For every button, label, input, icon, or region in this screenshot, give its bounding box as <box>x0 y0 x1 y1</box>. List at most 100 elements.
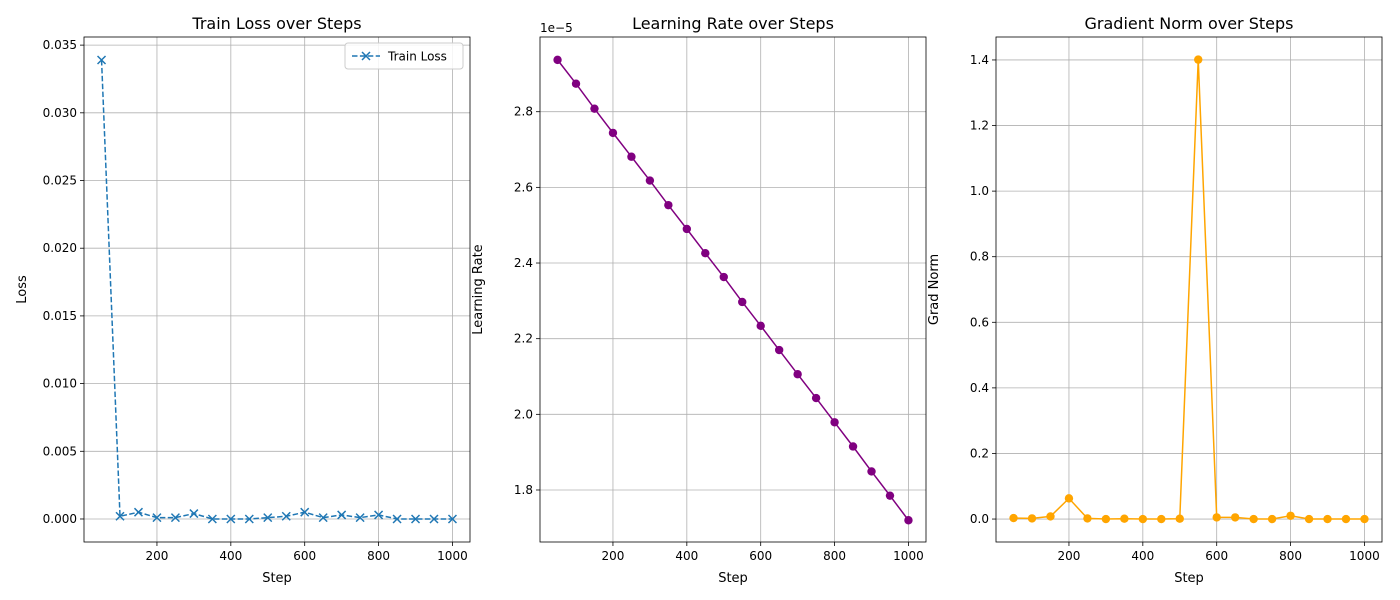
data-point <box>1267 514 1277 524</box>
x-tick-label: 600 <box>749 549 772 563</box>
data-point <box>1304 514 1314 524</box>
x-tick-label: 400 <box>675 549 698 563</box>
y-tick-label: 0.0 <box>970 512 989 526</box>
data-point <box>848 442 858 451</box>
data-point <box>664 200 673 210</box>
chart-title: Train Loss over Steps <box>191 14 361 33</box>
x-tick-label: 1000 <box>437 549 468 563</box>
y-tick-label: 1.2 <box>970 119 989 133</box>
data-point <box>1249 514 1258 524</box>
data-point <box>1286 511 1295 520</box>
y-axis-label: Grad Norm <box>927 254 942 325</box>
data-point <box>608 128 618 138</box>
y-tick-label: 2.6 <box>514 180 533 194</box>
y-tick-label: 1.4 <box>970 53 989 67</box>
y-axis-label: Loss <box>15 275 30 304</box>
data-point-stroke <box>281 511 291 521</box>
data-point <box>207 514 217 524</box>
data-point <box>682 224 692 234</box>
data-point <box>553 55 562 65</box>
x-tick-label: 200 <box>601 549 624 563</box>
chart-panel-1: 200 400 600 800 1000 0.000 0.005 0.010 0.015 0.02… <box>15 14 471 586</box>
y-tick-label: 0.035 <box>43 38 77 52</box>
axes-frame <box>83 36 471 543</box>
legend-marker <box>361 51 371 61</box>
data-point <box>1157 514 1166 524</box>
data-point <box>1083 514 1092 523</box>
y-axis-label: Learning Rate <box>471 244 486 334</box>
axes-frame <box>539 36 927 543</box>
data-point-stroke <box>189 509 199 519</box>
data-point-stroke <box>133 507 144 517</box>
x-tick-label: 1000 <box>893 549 924 563</box>
chart-panel-3: 200 400 600 800 1000 0.0 0.2 0.4 0.6 0.8 1.0 1.2 1.4… <box>927 14 1383 586</box>
data-point-stroke <box>207 514 217 524</box>
data-point-stroke <box>226 514 236 524</box>
legend-box <box>344 42 464 70</box>
y-tick-label: 0.2 <box>970 446 989 460</box>
y-tick-label: 0.015 <box>43 309 77 323</box>
data-point <box>738 297 747 307</box>
chart-title: Gradient Norm over Steps <box>1085 14 1294 33</box>
data-point <box>133 507 144 517</box>
data-point <box>263 513 273 523</box>
data-point <box>1138 514 1148 524</box>
data-point <box>719 272 728 282</box>
y-tick-label: 2.2 <box>514 332 533 346</box>
data-point <box>244 514 254 524</box>
data-point-stroke <box>374 510 384 520</box>
chart-title: Learning Rate over Steps <box>632 14 834 33</box>
series-line <box>556 59 910 521</box>
data-point-stroke <box>318 513 328 523</box>
x-axis-label: Step <box>718 571 748 586</box>
x-tick-label: 1000 <box>1349 549 1380 563</box>
x-tick-label: 800 <box>1279 549 1302 563</box>
y-tick-label: 0.4 <box>970 381 989 395</box>
data-point <box>1064 494 1074 503</box>
data-point <box>429 514 439 524</box>
data-point <box>189 509 199 519</box>
y-tick-label: 0.8 <box>970 250 989 264</box>
y-tick-label: 1.8 <box>514 483 533 497</box>
x-tick-label: 800 <box>367 549 390 563</box>
data-point-stroke <box>170 513 180 523</box>
y-tick-label: 0.020 <box>43 241 77 255</box>
data-point <box>1212 513 1221 522</box>
y-tick-label: 0.6 <box>970 315 989 329</box>
data-point <box>300 507 310 517</box>
data-point <box>97 55 107 65</box>
chart-panel-2: 200 400 600 800 1000 1.8 2.0 2.2 2.4 2.6 2.8 Learni… <box>471 14 927 586</box>
axes-frame <box>995 36 1383 543</box>
data-point <box>1046 512 1055 521</box>
y-tick-label: 0.010 <box>43 377 77 391</box>
data-point <box>701 248 710 258</box>
data-point <box>410 514 421 524</box>
data-point <box>571 79 581 88</box>
y-tick-label: 2.4 <box>514 256 533 270</box>
data-point <box>904 516 913 525</box>
data-point <box>1101 514 1111 524</box>
data-point <box>627 152 636 161</box>
data-point-stroke <box>97 55 107 65</box>
data-point <box>774 345 784 355</box>
data-point <box>1230 513 1240 522</box>
data-point <box>355 513 365 523</box>
data-point <box>793 370 802 379</box>
data-point <box>392 514 402 524</box>
data-point-stroke <box>115 511 125 521</box>
data-point <box>1341 514 1351 524</box>
data-point <box>867 467 876 476</box>
data-point-stroke <box>410 514 421 524</box>
data-point <box>756 321 765 331</box>
data-point-stroke <box>355 513 365 523</box>
data-point-stroke <box>300 507 310 517</box>
data-point-stroke <box>152 513 162 523</box>
data-point-stroke <box>447 514 457 524</box>
data-point <box>830 418 839 427</box>
data-point <box>447 514 457 524</box>
data-point <box>115 511 125 521</box>
data-point <box>281 511 291 521</box>
data-point <box>337 510 347 520</box>
data-point <box>885 491 895 500</box>
